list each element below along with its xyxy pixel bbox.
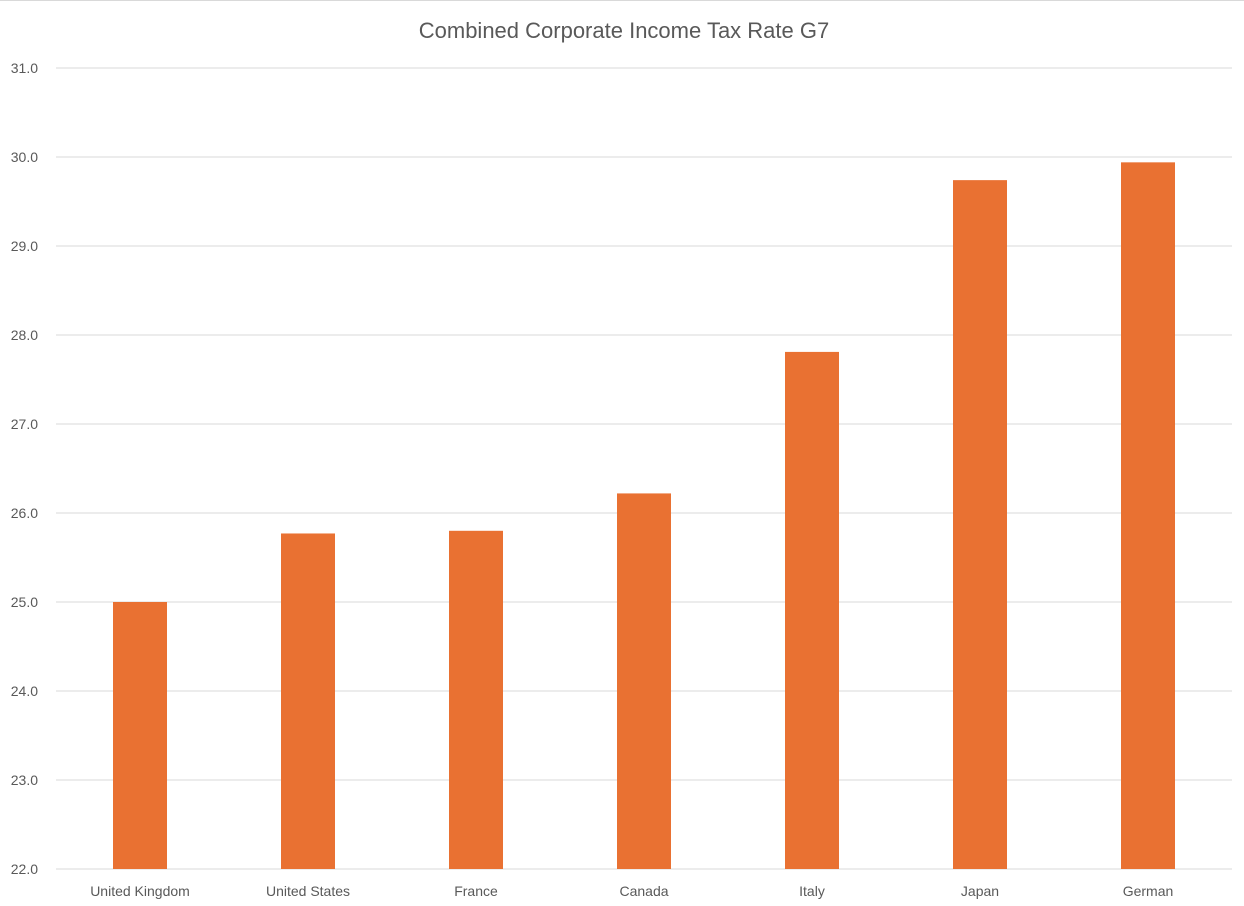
bar-united-states xyxy=(281,533,335,869)
x-tick-label: Canada xyxy=(619,883,668,899)
bar-france xyxy=(449,530,503,869)
x-axis-ticks: United Kingdom United States France Canada I… xyxy=(90,883,1173,899)
y-axis-ticks: 22.0 23.0 24.0 25.0 26.0 27.0 28.0 29.0 30.0 31.0 xyxy=(11,60,38,877)
y-tick-label: 27.0 xyxy=(11,416,38,432)
x-tick-label: France xyxy=(454,883,498,899)
y-tick-label: 23.0 xyxy=(11,772,38,788)
x-tick-label: Italy xyxy=(799,883,825,899)
x-tick-label: German xyxy=(1123,883,1174,899)
bar-united-kingdom xyxy=(113,602,167,869)
x-tick-label: Japan xyxy=(961,883,999,899)
bar-canada xyxy=(617,493,671,869)
x-tick-label: United States xyxy=(266,883,350,899)
y-tick-label: 24.0 xyxy=(11,683,38,699)
y-tick-label: 26.0 xyxy=(11,505,38,521)
bar-japan xyxy=(953,180,1007,869)
x-tick-label: United Kingdom xyxy=(90,883,190,899)
bar-german xyxy=(1121,162,1175,870)
chart-title: Combined Corporate Income Tax Rate G7 xyxy=(419,18,829,43)
bar-italy xyxy=(785,351,839,869)
y-tick-label: 30.0 xyxy=(11,149,38,165)
y-tick-label: 25.0 xyxy=(11,594,38,610)
y-tick-label: 22.0 xyxy=(11,861,38,877)
bars xyxy=(113,162,1175,870)
y-tick-label: 31.0 xyxy=(11,60,38,76)
y-tick-label: 29.0 xyxy=(11,238,38,254)
y-tick-label: 28.0 xyxy=(11,327,38,343)
